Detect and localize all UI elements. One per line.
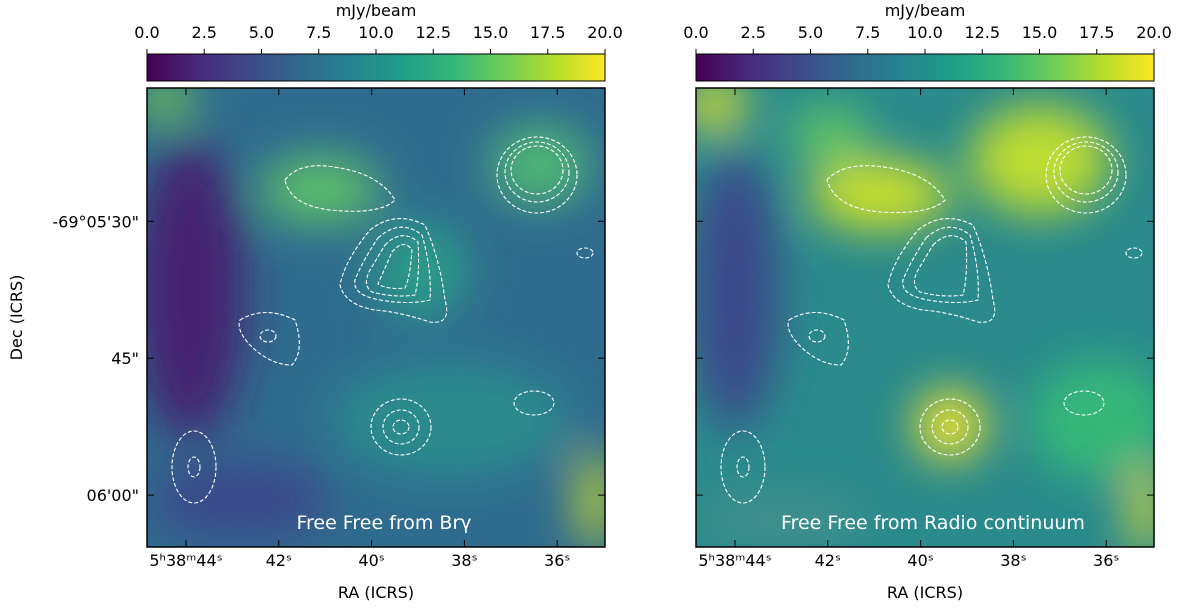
colorbar-tick-label: 17.5 (530, 23, 566, 42)
y-tick-label: -69°05'30" (52, 212, 139, 231)
x-axis-label: RA (ICRS) (887, 583, 963, 602)
x-tick-label: 5ʰ38ᵐ44ˢ (698, 551, 771, 570)
x-axis-label: RA (ICRS) (338, 583, 414, 602)
x-tick-label: 42ˢ (266, 551, 292, 570)
image-left (147, 88, 605, 547)
colorbar-tick-label: 10.0 (907, 23, 943, 42)
image-right (696, 88, 1154, 547)
x-tick-label: 38ˢ (451, 551, 477, 570)
x-tick-label: 5ʰ38ᵐ44ˢ (149, 551, 222, 570)
colorbar-tick-label: 5.0 (249, 23, 274, 42)
colorbar-tick-label: 20.0 (1136, 23, 1172, 42)
colorbar-label: mJy/beam (336, 1, 417, 20)
colorbar-tick-label: 2.5 (741, 23, 766, 42)
panel-caption: Free Free from Radio continuum (781, 512, 1085, 534)
contours-left (171, 136, 594, 504)
contours-right (720, 136, 1143, 504)
colorbar-tick-label: 15.0 (1022, 23, 1058, 42)
colorbar-tick-label: 7.5 (855, 23, 880, 42)
colorbar-label: mJy/beam (885, 1, 966, 20)
colorbar-tick-label: 15.0 (473, 23, 509, 42)
colorbar-tick-label: 0.0 (683, 23, 708, 42)
x-tick-label: 38ˢ (1000, 551, 1026, 570)
colorbar-tick-label: 20.0 (587, 23, 623, 42)
colorbar-tick-label: 7.5 (306, 23, 331, 42)
axes-frame (695, 87, 1155, 548)
colorbar-tick-label: 0.0 (134, 23, 159, 42)
y-axis-label: Dec (ICRS) (7, 275, 26, 361)
y-tick-label: 06'00" (87, 486, 139, 505)
y-tick-label: 45" (111, 349, 139, 368)
axes-frame (146, 87, 606, 548)
colorbar-tick-label: 10.0 (358, 23, 394, 42)
colorbar-tick-label: 12.5 (964, 23, 1000, 42)
colorbar-tick-label: 12.5 (415, 23, 451, 42)
colorbar (146, 53, 606, 82)
panel-caption: Free Free from Brγ (296, 512, 471, 534)
colorbar (695, 53, 1155, 82)
x-tick-label: 36ˢ (544, 551, 570, 570)
colorbar-tick-label: 2.5 (192, 23, 217, 42)
colorbar-tick-label: 17.5 (1079, 23, 1115, 42)
x-tick-label: 42ˢ (815, 551, 841, 570)
x-tick-label: 36ˢ (1093, 551, 1119, 570)
colorbar-tick-label: 5.0 (798, 23, 823, 42)
x-tick-label: 40ˢ (907, 551, 933, 570)
x-tick-label: 40ˢ (358, 551, 384, 570)
